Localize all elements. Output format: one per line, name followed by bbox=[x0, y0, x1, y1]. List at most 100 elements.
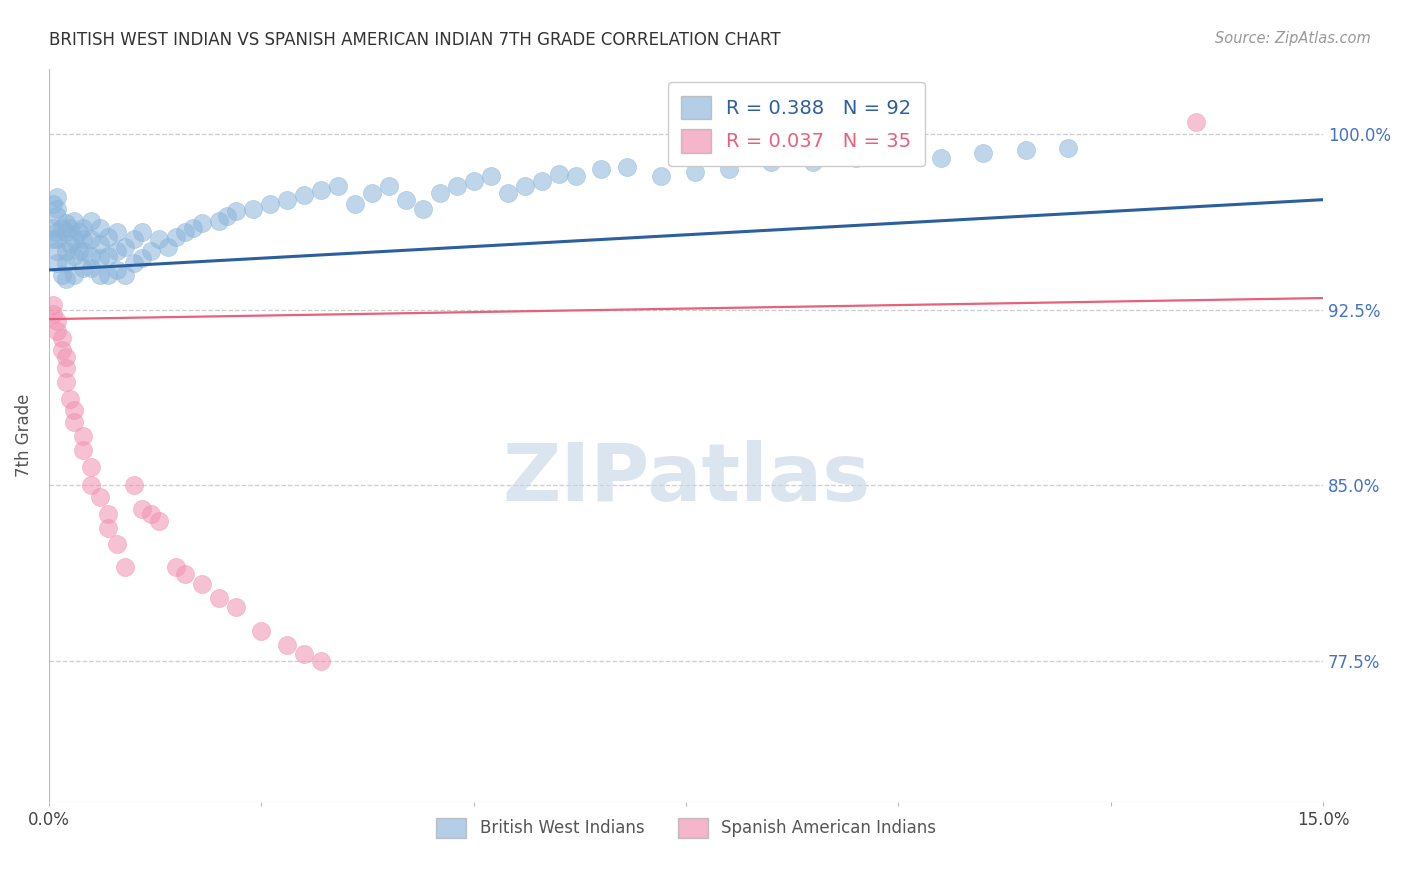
Point bbox=[114, 268, 136, 282]
Point bbox=[929, 151, 952, 165]
Point bbox=[429, 186, 451, 200]
Point bbox=[225, 204, 247, 219]
Point bbox=[591, 162, 613, 177]
Text: Source: ZipAtlas.com: Source: ZipAtlas.com bbox=[1215, 31, 1371, 46]
Point bbox=[105, 537, 128, 551]
Point bbox=[59, 237, 82, 252]
Point bbox=[97, 507, 120, 521]
Point bbox=[1184, 115, 1206, 129]
Point bbox=[42, 197, 65, 211]
Point bbox=[55, 216, 77, 230]
Text: ZIPatlas: ZIPatlas bbox=[502, 440, 870, 518]
Point bbox=[139, 244, 162, 259]
Point bbox=[242, 202, 264, 216]
Point bbox=[72, 443, 94, 458]
Legend: British West Indians, Spanish American Indians: British West Indians, Spanish American I… bbox=[430, 811, 942, 845]
Point bbox=[72, 429, 94, 443]
Point bbox=[46, 314, 69, 328]
Point bbox=[55, 226, 77, 240]
Point bbox=[530, 174, 553, 188]
Point bbox=[46, 232, 69, 246]
Point bbox=[165, 230, 187, 244]
Point bbox=[412, 202, 434, 216]
Y-axis label: 7th Grade: 7th Grade bbox=[15, 393, 32, 476]
Point bbox=[131, 226, 153, 240]
Point bbox=[67, 244, 90, 259]
Point bbox=[759, 155, 782, 169]
Point bbox=[122, 256, 145, 270]
Point bbox=[360, 186, 382, 200]
Point bbox=[46, 324, 69, 338]
Point bbox=[80, 213, 103, 227]
Point bbox=[377, 178, 399, 193]
Point bbox=[131, 251, 153, 265]
Point bbox=[972, 145, 994, 160]
Point bbox=[72, 244, 94, 259]
Point bbox=[72, 220, 94, 235]
Point bbox=[97, 230, 120, 244]
Point bbox=[105, 226, 128, 240]
Point bbox=[45, 226, 67, 240]
Point bbox=[46, 190, 69, 204]
Point bbox=[72, 260, 94, 275]
Point bbox=[276, 638, 298, 652]
Point bbox=[650, 169, 672, 184]
Point bbox=[217, 209, 239, 223]
Point bbox=[225, 600, 247, 615]
Point bbox=[51, 220, 73, 235]
Point bbox=[122, 232, 145, 246]
Point bbox=[717, 162, 740, 177]
Point bbox=[547, 167, 569, 181]
Point bbox=[63, 249, 86, 263]
Point bbox=[446, 178, 468, 193]
Point bbox=[59, 392, 82, 406]
Point bbox=[80, 459, 103, 474]
Point bbox=[97, 268, 120, 282]
Point bbox=[276, 193, 298, 207]
Point bbox=[89, 268, 111, 282]
Point bbox=[46, 244, 69, 259]
Point bbox=[208, 213, 231, 227]
Point bbox=[139, 507, 162, 521]
Point bbox=[55, 256, 77, 270]
Point bbox=[803, 155, 825, 169]
Point bbox=[183, 220, 205, 235]
Point bbox=[683, 164, 706, 178]
Point bbox=[42, 298, 65, 312]
Point bbox=[42, 232, 65, 246]
Point bbox=[208, 591, 231, 605]
Point bbox=[97, 249, 120, 263]
Point bbox=[42, 308, 65, 322]
Text: BRITISH WEST INDIAN VS SPANISH AMERICAN INDIAN 7TH GRADE CORRELATION CHART: BRITISH WEST INDIAN VS SPANISH AMERICAN … bbox=[49, 31, 780, 49]
Point bbox=[89, 237, 111, 252]
Point bbox=[479, 169, 502, 184]
Point bbox=[616, 160, 638, 174]
Point bbox=[513, 178, 536, 193]
Point bbox=[46, 256, 69, 270]
Point bbox=[173, 567, 195, 582]
Point bbox=[63, 415, 86, 429]
Point bbox=[80, 260, 103, 275]
Point bbox=[51, 268, 73, 282]
Point bbox=[496, 186, 519, 200]
Point bbox=[114, 560, 136, 574]
Point bbox=[89, 220, 111, 235]
Point bbox=[309, 654, 332, 668]
Point bbox=[59, 220, 82, 235]
Point bbox=[51, 331, 73, 345]
Point bbox=[343, 197, 366, 211]
Point bbox=[42, 220, 65, 235]
Point bbox=[67, 226, 90, 240]
Point bbox=[55, 376, 77, 390]
Point bbox=[259, 197, 281, 211]
Point bbox=[63, 403, 86, 417]
Point bbox=[55, 350, 77, 364]
Point bbox=[1015, 144, 1038, 158]
Point bbox=[72, 232, 94, 246]
Point bbox=[156, 239, 179, 253]
Point bbox=[55, 244, 77, 259]
Point bbox=[326, 178, 349, 193]
Point bbox=[148, 232, 170, 246]
Point bbox=[887, 145, 910, 160]
Point bbox=[250, 624, 273, 638]
